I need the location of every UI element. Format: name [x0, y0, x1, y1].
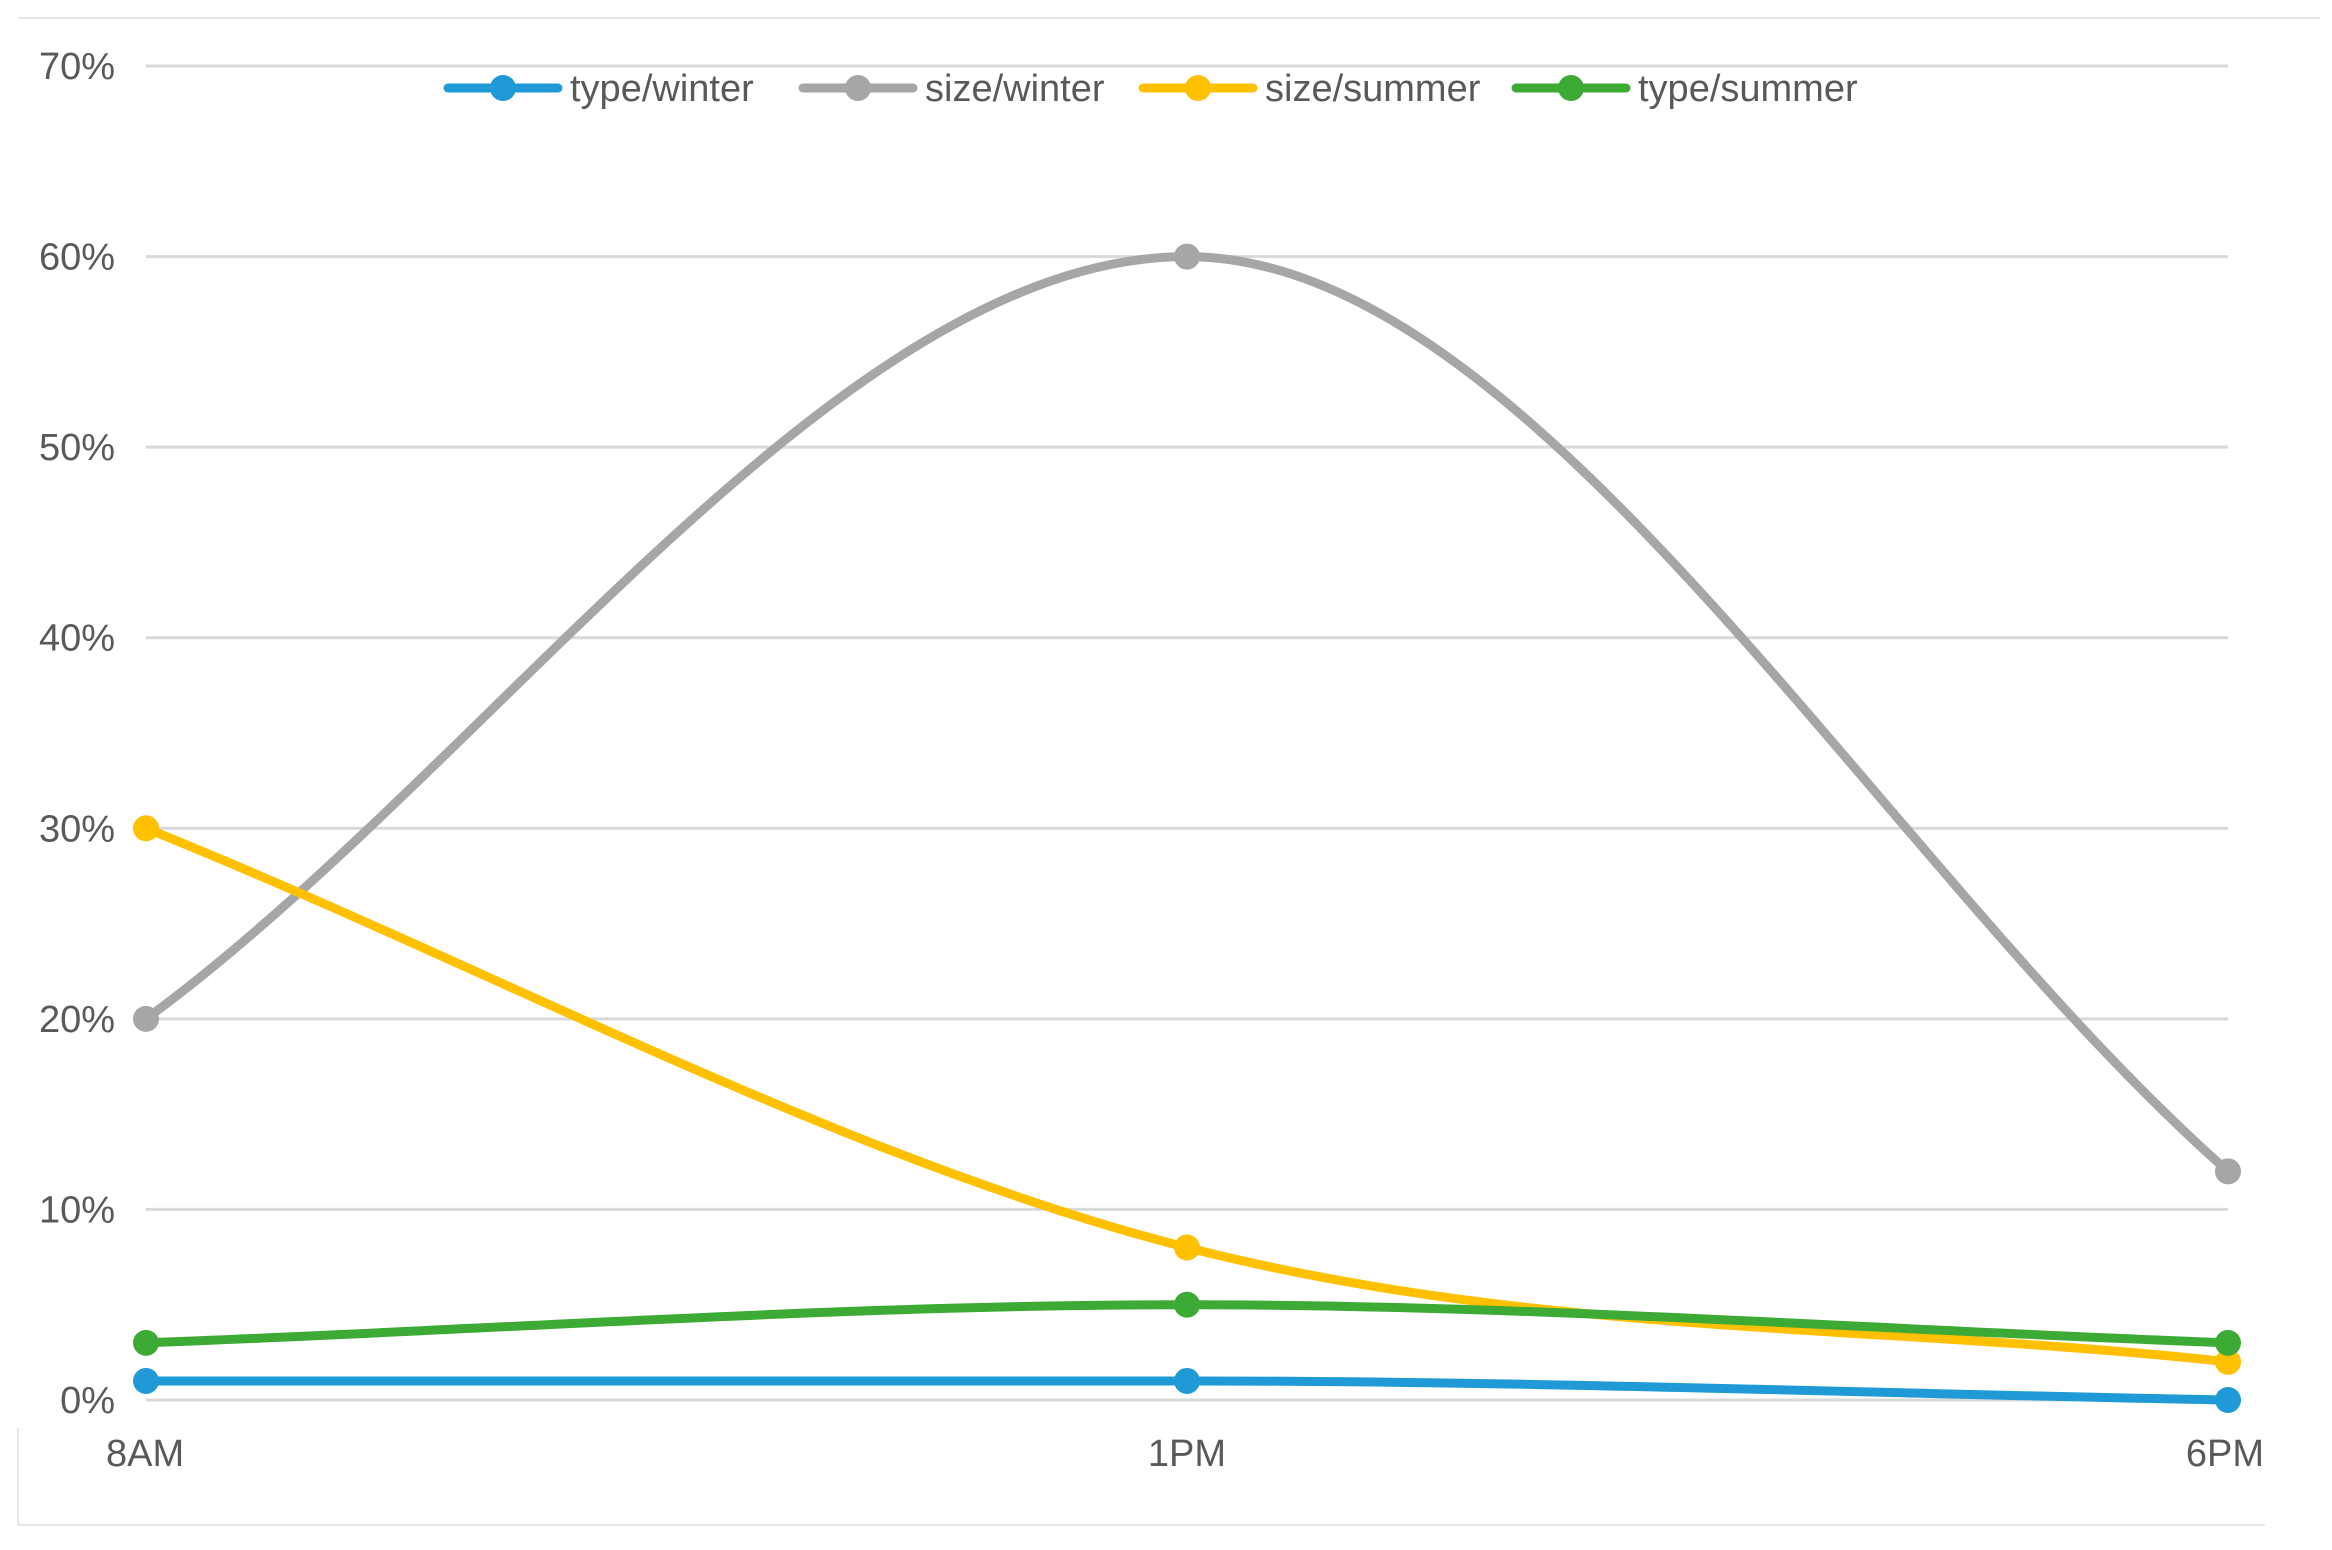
y-tick-label: 50% [39, 427, 115, 469]
y-axis: 0% 10% 20% 30% 40% 50% 60% 70% [39, 46, 115, 1422]
y-tick-label: 70% [39, 46, 115, 88]
data-point [2215, 1348, 2241, 1375]
legend-swatch-marker [490, 75, 516, 101]
series-line [141, 823, 2233, 1367]
chart-frame [17, 17, 2320, 1526]
data-point [2215, 1387, 2241, 1413]
gridlines [146, 64, 2228, 1402]
y-tick-label: 30% [39, 808, 115, 850]
y-tick-label: 20% [39, 999, 115, 1041]
data-point [1174, 1291, 1200, 1318]
data-point [2215, 1158, 2241, 1185]
legend-label: type/winter [570, 68, 754, 110]
x-axis: 8AM 1PM 6PM [106, 1433, 2264, 1475]
series-type-summer [133, 1291, 2241, 1356]
y-tick-label: 10% [39, 1189, 115, 1231]
x-tick-label: 8AM [106, 1433, 184, 1475]
legend: type/winter size/winter size/summer type/su… [443, 68, 1858, 110]
data-point [1174, 1234, 1200, 1261]
x-tick-label: 6PM [2186, 1433, 2264, 1475]
series-size-winter [133, 243, 2241, 1185]
data-point [133, 1329, 159, 1356]
legend-item: type/summer [1511, 68, 1858, 110]
data-point [1174, 1367, 1200, 1394]
series-lines [133, 243, 2241, 1413]
data-point [2215, 1329, 2241, 1356]
y-tick-label: 60% [39, 237, 115, 279]
data-point [1174, 243, 1200, 270]
series-line [141, 252, 2233, 1176]
legend-label: size/summer [1265, 68, 1481, 110]
legend-swatch-marker [845, 75, 871, 101]
series-size-summer [133, 815, 2241, 1375]
legend-item: size/winter [798, 68, 1105, 110]
legend-swatch-marker [1558, 75, 1584, 101]
data-point [133, 1367, 159, 1394]
y-tick-label: 0% [60, 1380, 115, 1422]
legend-item: size/summer [1138, 68, 1481, 110]
x-tick-label: 1PM [1148, 1433, 1226, 1475]
series-type-winter [133, 1367, 2241, 1413]
legend-item: type/winter [443, 68, 754, 110]
legend-swatch-marker [1185, 75, 1211, 101]
legend-label: type/summer [1638, 68, 1858, 110]
data-point [133, 815, 159, 842]
data-point [133, 1005, 159, 1032]
y-tick-label: 40% [39, 618, 115, 660]
legend-label: size/winter [925, 68, 1105, 110]
